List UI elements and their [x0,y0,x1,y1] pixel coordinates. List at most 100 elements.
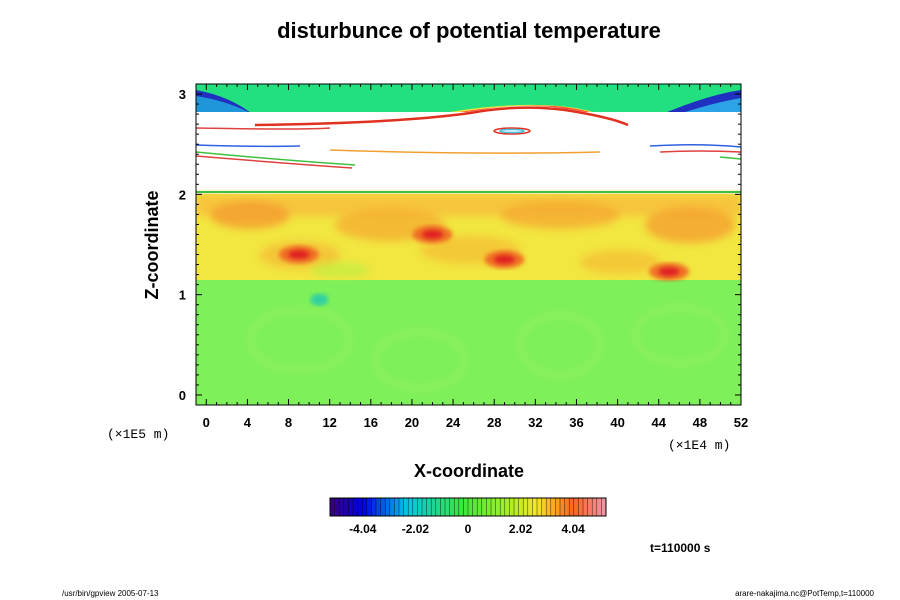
colorbar-segment [560,498,566,516]
colorbar-segment [564,498,570,516]
colorbar-frame [329,497,607,517]
hot-spot-2 [484,250,525,269]
hot-spot-0 [412,225,453,244]
colorbar-segment [569,498,575,516]
colorbar-segment [573,498,579,516]
cold-spot [310,293,329,306]
x-tick-label: 12 [322,415,336,430]
colorbar-segment [449,498,455,516]
x-tick-label: 32 [528,415,542,430]
colorbar-tick-label: 4.04 [562,522,586,536]
colorbar-segment [330,498,336,516]
colorbar-segment [495,498,501,516]
colorbar-segment [417,498,423,516]
x-scale-label: (×1E4 m) [668,438,730,453]
x-axis-ticks: 0 4 8 12 16 20 24 28 32 36 40 44 48 52 [195,84,748,430]
colorbar-segment [353,498,359,516]
footer-left: /usr/bin/gpview 2005-07-13 [62,589,159,598]
colorbar-segment [408,498,414,516]
colorbar-tick-label: -4.04 [349,522,377,536]
colorbar-segment [403,498,409,516]
colorbar-segment [334,498,340,516]
colorbar-tick-label: 2.02 [509,522,533,536]
colorbar-segment [523,498,529,516]
colorbar-segment [472,498,478,516]
colorbar-segment [601,498,607,516]
colorbar-segment [454,498,460,516]
colorbar-segment [394,498,400,516]
colorbar-segment [343,498,349,516]
hot-spot-1 [278,245,319,264]
colorbar-segment [463,498,469,516]
colorbar-segment [596,498,602,516]
x-tick-label: 40 [610,415,624,430]
colorbar-segment [477,498,483,516]
colorbar-segment [550,498,556,516]
colorbar-segment [426,498,432,516]
x-tick-label: 48 [693,415,707,430]
hot-spots [278,225,690,306]
colorbar-segment [532,498,538,516]
x-tick-label: 4 [244,415,252,430]
colorbar-segment [514,498,520,516]
colorbar-ticks: -4.04 -2.02 0 2.02 4.04 [349,522,585,536]
colorbar-segment [468,498,474,516]
colorbar-segment [339,498,345,516]
upper-band [196,84,741,112]
x-tick-label: 8 [285,415,292,430]
x-tick-label: 28 [487,415,501,430]
colorbar-segment [486,498,492,516]
colorbar-segment [491,498,497,516]
colorbar-segment [527,498,533,516]
colorbar-segment [500,498,506,516]
colorbar-segment [555,498,561,516]
y-tick-label: 1 [179,288,186,303]
colorbar-segment [435,498,441,516]
colorbar-segment [422,498,428,516]
colorbar-segment [518,498,524,516]
colorbar-tick-label: 0 [465,522,472,536]
x-tick-label: 20 [405,415,419,430]
colorbar-segment [537,498,543,516]
colorbar-segment [578,498,584,516]
colorbar-segment [458,498,464,516]
x-tick-label: 36 [569,415,583,430]
upper-band-structure [196,90,741,127]
colorbar-segment [431,498,437,516]
colorbar-segment [376,498,382,516]
y-tick-label: 3 [179,87,186,102]
colorbar-segment [509,498,515,516]
colorbar-segment [587,498,593,516]
x-tick-label: 24 [446,415,461,430]
colorbar-segment [389,498,395,516]
colorbar-segment [371,498,377,516]
colorbar-tick-label: -2.02 [402,522,430,536]
y-tick-label: 2 [179,187,186,202]
colorbar-segment [504,498,510,516]
colorbar-segment [362,498,368,516]
colorbar-segment [541,498,547,516]
colorbar-segment [380,498,386,516]
x-tick-label: 0 [203,415,210,430]
x-tick-label: 52 [734,415,748,430]
colorbar-segment [592,498,598,516]
colorbar-segment [445,498,451,516]
hot-spot-3 [649,262,690,281]
colorbar-segment [440,498,446,516]
x-tick-label: 44 [652,415,667,430]
y-scale-label: (×1E5 m) [107,427,169,442]
colorbar [329,497,607,517]
gap-streaks [196,127,741,193]
heatmap-field [196,84,741,405]
chart-title: disturbunce of potential temperature [277,18,661,43]
colorbar-segment [357,498,363,516]
colorbar-segment [583,498,589,516]
colorbar-segment [385,498,391,516]
footer-right: arare-nakajima.nc@PotTemp,t=110000 [735,589,874,598]
y-axis-ticks: 0 1 2 3 [179,83,741,406]
colorbar-segment [481,498,487,516]
colorbar-segment [546,498,552,516]
colorbar-segment [366,498,372,516]
colorbar-segment [348,498,354,516]
